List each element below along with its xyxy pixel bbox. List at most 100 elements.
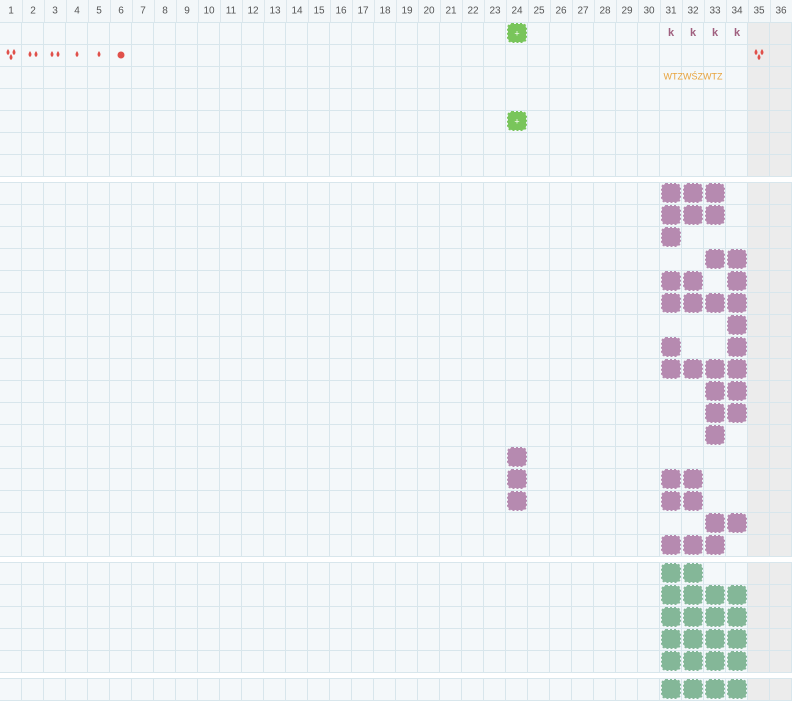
column-number: 15: [313, 6, 325, 17]
drop-icon: [757, 54, 761, 60]
shift-block: [727, 249, 747, 269]
shift-block: [705, 679, 725, 699]
column-number: 8: [162, 6, 168, 17]
shift-block: [661, 491, 681, 511]
shift-block: [661, 205, 681, 225]
column-number: 36: [775, 6, 787, 17]
shift-block: [661, 585, 681, 605]
shift-block: [683, 183, 703, 203]
shift-block: [683, 651, 703, 671]
shift-block: [683, 629, 703, 649]
shift-block: [727, 607, 747, 627]
column-number: 11: [226, 6, 237, 17]
shift-block: [661, 469, 681, 489]
shift-block: [507, 469, 527, 489]
drop-icon: [754, 49, 758, 55]
column-number: 27: [577, 6, 589, 17]
column-number: 10: [203, 6, 215, 17]
shift-block: [661, 359, 681, 379]
column-number: 30: [643, 6, 655, 17]
shift-block: [705, 607, 725, 627]
drop-icon: [34, 51, 38, 57]
shift-block: [507, 447, 527, 467]
shift-block: [661, 183, 681, 203]
shift-block: [727, 337, 747, 357]
k-marker: k: [668, 27, 675, 39]
shift-block: [705, 205, 725, 225]
shift-block: [683, 359, 703, 379]
k-marker: k: [712, 27, 719, 39]
shift-block: [727, 629, 747, 649]
shift-block: [727, 381, 747, 401]
shift-block: [705, 425, 725, 445]
column-number: 23: [489, 6, 501, 17]
column-number: 22: [467, 6, 479, 17]
column-number: 29: [621, 6, 633, 17]
column-number: 16: [335, 6, 347, 17]
event-icon: [507, 111, 527, 131]
column-number: 1: [8, 6, 14, 17]
shift-label: WTZWŚZWTZ: [664, 70, 723, 81]
shift-block: [727, 679, 747, 699]
shift-block: [727, 651, 747, 671]
drop-icon: [97, 51, 101, 57]
shift-block: [727, 513, 747, 533]
shift-block: [661, 337, 681, 357]
column-number: 7: [140, 6, 146, 17]
column-number: 18: [379, 6, 391, 17]
shift-block: [705, 513, 725, 533]
shift-block: [661, 293, 681, 313]
column-number: 3: [52, 6, 58, 17]
shift-block: [683, 535, 703, 555]
shift-block: [705, 585, 725, 605]
column-number: 13: [269, 6, 281, 17]
shift-block: [727, 293, 747, 313]
shift-block: [661, 629, 681, 649]
shift-block: [727, 315, 747, 335]
shift-block: [661, 227, 681, 247]
shift-block: [661, 563, 681, 583]
column-number: 19: [401, 6, 413, 17]
shift-block: [705, 359, 725, 379]
column-number: 9: [184, 6, 190, 17]
shift-block: [661, 271, 681, 291]
k-marker: k: [690, 27, 697, 39]
shift-block: [661, 607, 681, 627]
column-number: 4: [74, 6, 80, 17]
drop-icon: [56, 51, 60, 57]
shift-block: [727, 359, 747, 379]
k-marker: k: [734, 27, 741, 39]
shift-block: [661, 679, 681, 699]
shift-block: [661, 651, 681, 671]
column-number: 31: [665, 6, 677, 17]
shift-block: [683, 293, 703, 313]
column-number: 32: [687, 6, 699, 17]
shift-block: [683, 205, 703, 225]
drop-icon: [28, 51, 32, 57]
column-number: 17: [357, 6, 369, 17]
column-number: 33: [709, 6, 721, 17]
event-icon-glyph: +: [514, 116, 519, 126]
shift-block: [683, 491, 703, 511]
column-number: 35: [753, 6, 765, 17]
shift-block: [727, 271, 747, 291]
shift-block: [727, 585, 747, 605]
shift-block: [705, 535, 725, 555]
shift-block: [705, 651, 725, 671]
shift-block: [705, 629, 725, 649]
shift-block: [683, 607, 703, 627]
shift-block: [727, 403, 747, 423]
shift-block: [683, 469, 703, 489]
drop-icon: [9, 54, 13, 60]
shift-block: [705, 403, 725, 423]
shift-block: [705, 249, 725, 269]
shift-block: [705, 293, 725, 313]
column-number: 20: [423, 6, 435, 17]
shift-block: [661, 535, 681, 555]
column-number: 24: [511, 6, 523, 17]
column-number: 21: [445, 6, 457, 17]
column-number: 14: [291, 6, 303, 17]
event-icon-glyph: +: [514, 28, 519, 38]
shift-block: [705, 381, 725, 401]
